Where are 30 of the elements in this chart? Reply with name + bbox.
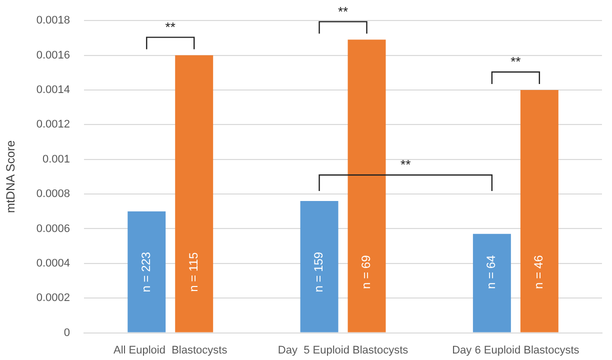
- bar: [175, 55, 214, 332]
- y-tick-label: 0.0002: [36, 292, 70, 304]
- bar: [348, 40, 386, 332]
- annotation: **: [165, 19, 176, 34]
- y-tick-label: 0.0008: [36, 188, 70, 200]
- x-tick-label: Day 6 Euploid Blastocysts: [452, 344, 580, 356]
- y-tick-label: 0.001: [42, 153, 70, 166]
- x-tick-label: All Euploid Blastocysts: [114, 344, 228, 356]
- bar: [472, 234, 511, 332]
- annotation: n = 46: [532, 254, 546, 289]
- y-tick-label: 0: [64, 326, 70, 339]
- bar: [300, 200, 338, 332]
- x-tick-label: Day 5 Euploid Blastocysts: [278, 344, 409, 356]
- y-tick-label: 0.0004: [36, 257, 70, 270]
- annotation: **: [510, 54, 521, 70]
- annotation: n = 159: [312, 252, 326, 292]
- annotation: n = 115: [186, 252, 200, 292]
- y-tick-label: 0.0006: [36, 222, 70, 235]
- annotation: n = 223: [138, 252, 153, 292]
- y-axis-title: mtDNA Score: [4, 140, 18, 214]
- y-tick-label: 0.0018: [36, 14, 70, 27]
- bar: [520, 90, 558, 332]
- annotation: **: [400, 157, 411, 172]
- annotation: n = 69: [359, 254, 374, 289]
- annotation: n = 64: [484, 254, 498, 289]
- y-tick-label: 0.0012: [36, 118, 70, 131]
- bar: [128, 211, 166, 332]
- y-tick-label: 0.0016: [36, 49, 70, 62]
- y-tick-label: 0.0014: [36, 84, 70, 96]
- text: **: [338, 4, 348, 19]
